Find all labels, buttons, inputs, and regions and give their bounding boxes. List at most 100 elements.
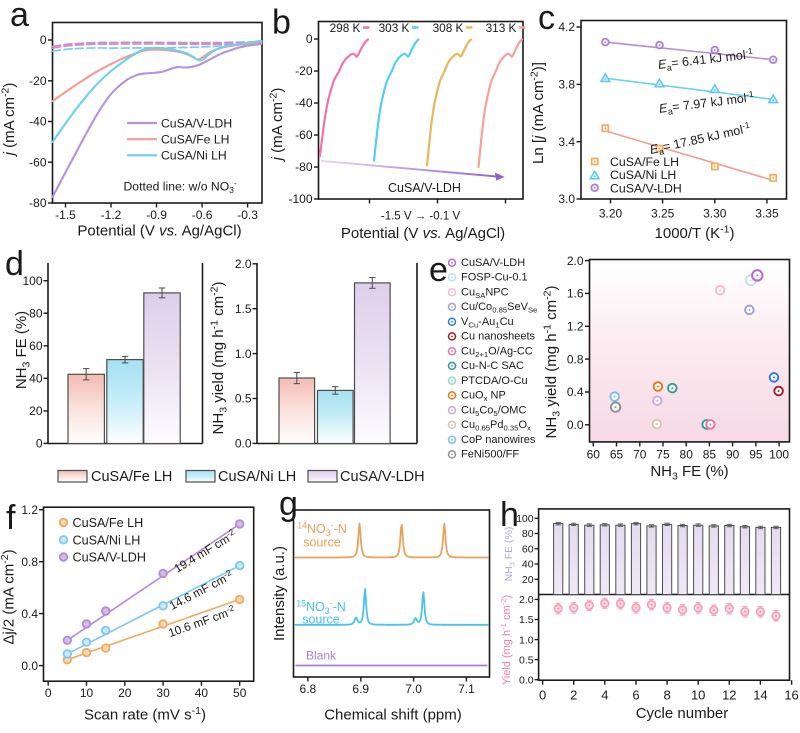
svg-text:-100: -100 — [288, 192, 312, 206]
svg-text:FeNi500/FF: FeNi500/FF — [461, 449, 519, 461]
svg-text:Cu/Co0.85SeVSe: Cu/Co0.85SeVSe — [461, 301, 537, 314]
svg-text:15NO3--N: 15NO3--N — [296, 598, 346, 616]
svg-text:70: 70 — [633, 447, 647, 461]
svg-text:1.0: 1.0 — [235, 347, 252, 361]
svg-text:CuSA/Fe LH: CuSA/Fe LH — [161, 133, 229, 147]
svg-text:6.9: 6.9 — [352, 682, 369, 696]
svg-text:2.0: 2.0 — [519, 594, 534, 606]
svg-text:1.2: 1.2 — [567, 319, 584, 333]
svg-text:40: 40 — [522, 559, 534, 571]
svg-text:7.1: 7.1 — [458, 682, 475, 696]
svg-text:CuSA/Fe LH: CuSA/Fe LH — [610, 155, 679, 169]
svg-text:0.0: 0.0 — [235, 437, 252, 451]
svg-text:303 K: 303 K — [379, 21, 410, 35]
svg-text:-80: -80 — [295, 160, 313, 174]
svg-text:VCu-Au1Cu: VCu-Au1Cu — [461, 316, 514, 329]
svg-text:Cu5Co5/OMC: Cu5Co5/OMC — [461, 404, 526, 417]
svg-text:3.30: 3.30 — [703, 207, 727, 221]
svg-text:20: 20 — [118, 686, 132, 700]
svg-text:Ln [j (mA cm-2)]: Ln [j (mA cm-2)] — [528, 62, 547, 164]
svg-text:CuSA/V-LDH: CuSA/V-LDH — [73, 551, 147, 565]
svg-text:0.4: 0.4 — [21, 607, 38, 621]
svg-text:1.2: 1.2 — [21, 503, 38, 517]
svg-text:6.8: 6.8 — [300, 682, 317, 696]
svg-text:298 K: 298 K — [330, 21, 361, 35]
svg-text:CuSA/V-LDH: CuSA/V-LDH — [461, 257, 525, 269]
svg-text:-0.6: -0.6 — [192, 208, 213, 222]
svg-text:40: 40 — [195, 686, 209, 700]
svg-text:source: source — [302, 613, 340, 627]
svg-text:NH3 FE (%): NH3 FE (%) — [13, 311, 32, 389]
svg-text:h: h — [500, 496, 519, 534]
svg-text:a: a — [10, 0, 29, 34]
svg-text:85: 85 — [703, 447, 717, 461]
svg-text:3.0: 3.0 — [558, 192, 575, 206]
svg-text:0: 0 — [45, 686, 52, 700]
svg-text:313 K: 313 K — [486, 21, 517, 35]
svg-text:Cu0.65Pd0.35Ox: Cu0.65Pd0.35Ox — [461, 419, 531, 432]
svg-text:60: 60 — [29, 339, 43, 353]
svg-text:CuSA/Fe LH: CuSA/Fe LH — [91, 469, 172, 485]
svg-text:source: source — [303, 536, 341, 550]
svg-text:1.5: 1.5 — [235, 302, 252, 316]
svg-text:Dotted line: w/o NO3-: Dotted line: w/o NO3- — [124, 178, 237, 195]
svg-text:2.0: 2.0 — [235, 257, 252, 271]
svg-text:12: 12 — [722, 688, 736, 703]
svg-text:Cycle number: Cycle number — [636, 705, 729, 722]
svg-text:NH3 yield (mg h-1 cm-2): NH3 yield (mg h-1 cm-2) — [541, 286, 562, 439]
svg-text:PTCDA/O-Cu: PTCDA/O-Cu — [461, 375, 528, 387]
svg-text:3.35: 3.35 — [755, 207, 779, 221]
svg-text:e: e — [429, 251, 448, 289]
svg-text:80: 80 — [680, 447, 694, 461]
svg-text:CuOx NP: CuOx NP — [461, 390, 506, 403]
svg-text:0: 0 — [306, 32, 313, 46]
svg-text:-1.2: -1.2 — [101, 208, 122, 222]
svg-text:CuSA/Ni LH: CuSA/Ni LH — [218, 469, 296, 485]
svg-text:Δj/2 (mA cm-2): Δj/2 (mA cm-2) — [0, 549, 18, 644]
svg-text:-60: -60 — [295, 128, 313, 142]
svg-text:CuSA/Fe LH: CuSA/Fe LH — [73, 516, 144, 530]
svg-text:NH3 FE (%): NH3 FE (%) — [650, 463, 728, 482]
svg-text:CuSA/Ni LH: CuSA/Ni LH — [73, 533, 141, 547]
svg-text:0.8: 0.8 — [567, 352, 584, 366]
svg-text:80: 80 — [522, 528, 534, 540]
svg-text:0: 0 — [40, 33, 47, 47]
svg-text:100: 100 — [516, 513, 534, 525]
svg-text:CuSA/V-LDH: CuSA/V-LDH — [161, 116, 232, 130]
svg-text:40: 40 — [29, 372, 43, 386]
svg-text:4: 4 — [601, 688, 608, 703]
svg-text:-80: -80 — [29, 196, 47, 210]
svg-text:0: 0 — [539, 688, 546, 703]
svg-text:3.8: 3.8 — [558, 78, 575, 92]
svg-text:90: 90 — [726, 447, 740, 461]
svg-text:CuSANPC: CuSANPC — [461, 286, 509, 299]
svg-text:Chemical shift (ppm): Chemical shift (ppm) — [324, 707, 462, 724]
svg-text:10: 10 — [691, 688, 705, 703]
svg-text:b: b — [272, 4, 291, 42]
svg-text:CuSA/V-LDH: CuSA/V-LDH — [388, 181, 461, 195]
svg-text:Potential (V vs. Ag/AgCl): Potential (V vs. Ag/AgCl) — [341, 225, 505, 242]
svg-text:0.0: 0.0 — [567, 418, 584, 432]
svg-text:CuSA/V-LDH: CuSA/V-LDH — [340, 469, 425, 485]
svg-text:1.5: 1.5 — [519, 614, 534, 626]
svg-text:-20: -20 — [29, 74, 47, 88]
svg-text:3.20: 3.20 — [599, 207, 623, 221]
svg-text:0.0: 0.0 — [519, 674, 534, 686]
svg-text:-0.3: -0.3 — [237, 208, 258, 222]
svg-text:Cu2+1O/Ag-CC: Cu2+1O/Ag-CC — [461, 345, 533, 358]
svg-text:2: 2 — [570, 688, 577, 703]
svg-text:-1.5: -1.5 — [55, 208, 76, 222]
svg-text:0.8: 0.8 — [21, 555, 38, 569]
svg-text:g: g — [279, 485, 298, 523]
svg-text:Cu-N-C SAC: Cu-N-C SAC — [461, 360, 524, 372]
svg-text:14NO3--N: 14NO3--N — [297, 520, 347, 538]
svg-text:30: 30 — [156, 686, 170, 700]
svg-text:NH3 FE (%): NH3 FE (%) — [503, 527, 516, 582]
svg-text:16: 16 — [784, 688, 798, 703]
svg-text:-20: -20 — [295, 64, 313, 78]
svg-text:7.0: 7.0 — [405, 682, 422, 696]
svg-text:6: 6 — [632, 688, 639, 703]
svg-text:j (mA cm-2): j (mA cm-2) — [267, 88, 286, 163]
svg-text:75: 75 — [656, 447, 670, 461]
svg-text:-40: -40 — [29, 115, 47, 129]
